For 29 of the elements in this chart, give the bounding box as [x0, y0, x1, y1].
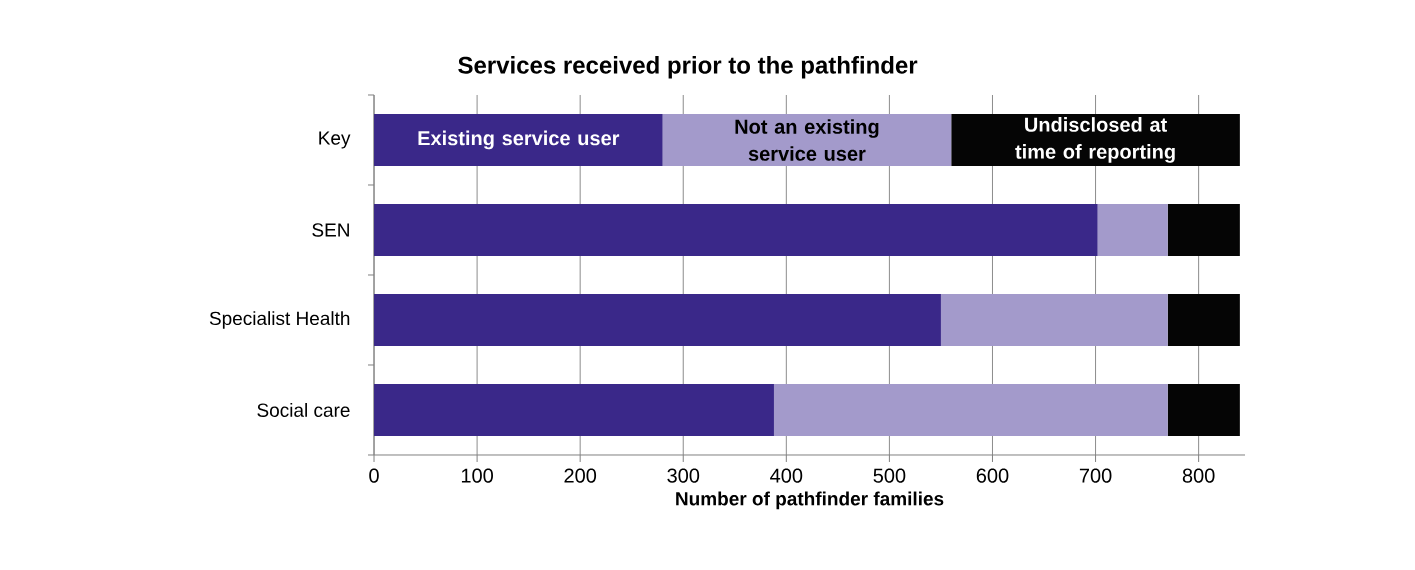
bar	[374, 383, 774, 436]
y-tick-label: Social care	[257, 403, 350, 417]
x-tick-label: 400	[770, 468, 803, 483]
bar	[1167, 293, 1240, 346]
bar	[374, 203, 1098, 256]
bar	[374, 293, 941, 346]
x-tick-label: 0	[369, 468, 379, 483]
x-tick-label: 800	[1182, 468, 1215, 483]
bar	[662, 113, 952, 166]
bar	[773, 383, 1168, 436]
bar	[1097, 203, 1168, 256]
x-tick-label: 700	[1079, 468, 1112, 483]
x-tick-label: 300	[667, 468, 700, 483]
series-label: Not an existing service user	[735, 119, 879, 161]
y-tick-label: Key	[319, 131, 351, 149]
chart-title: Services received prior to the pathfinder	[458, 56, 918, 79]
x-axis-title: Number of pathfinder families	[676, 491, 944, 510]
bar	[1167, 383, 1240, 436]
x-tick-label: 100	[461, 468, 493, 483]
bar	[374, 113, 663, 166]
bar	[1167, 203, 1240, 256]
y-tick-label: SEN	[312, 223, 349, 237]
bar	[940, 293, 1168, 346]
y-tick-label: Specialist Health	[209, 311, 350, 329]
x-tick-label: 500	[873, 468, 906, 483]
series-label: Undisclosed at time of reporting	[1015, 117, 1175, 163]
series-label: Existing service user	[418, 130, 620, 150]
x-tick-label: 600	[976, 468, 1009, 483]
x-tick-label: 200	[564, 468, 597, 483]
